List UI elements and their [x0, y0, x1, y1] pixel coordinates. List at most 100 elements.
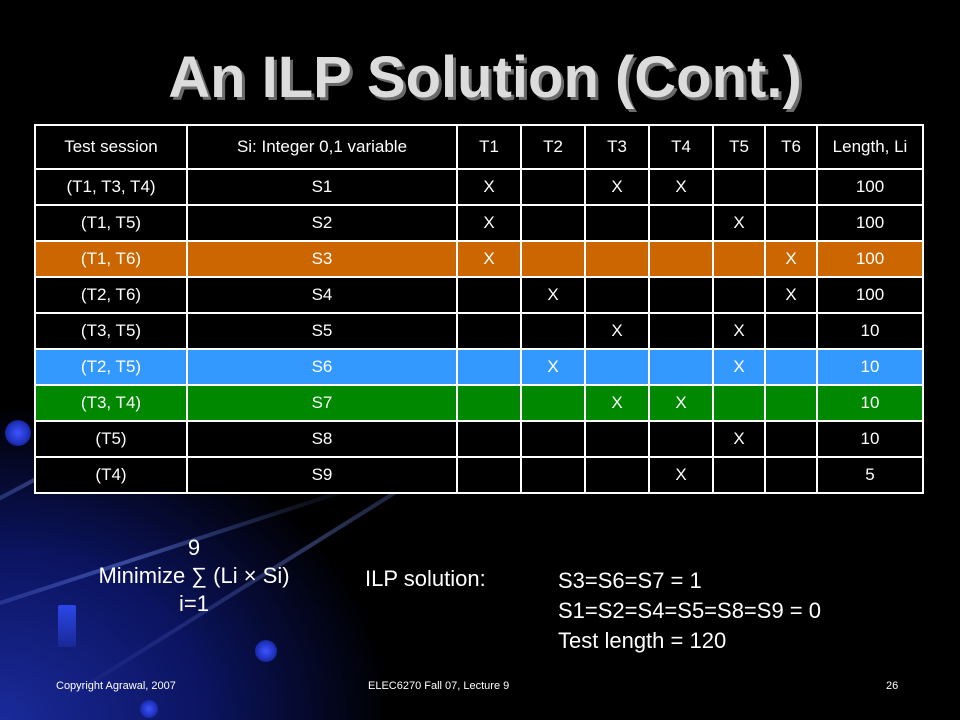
table-cell: S8: [186, 420, 458, 458]
header-test-session: Test session: [34, 124, 188, 170]
header-length: Length, Li: [816, 124, 924, 170]
objective-function: 9 Minimize ∑ (Li × Si) i=1: [80, 534, 308, 618]
ilp-solution-label: ILP solution:: [365, 566, 486, 591]
table-cell: [712, 276, 766, 314]
sum-lower-limit: i=1: [179, 591, 209, 616]
table-cell: 10: [816, 384, 924, 422]
table-cell: 10: [816, 348, 924, 386]
ilp-solution-values: S3=S6=S7 = 1 S1=S2=S4=S5=S8=S9 = 0 Test …: [558, 566, 821, 656]
table-row: (T1, T3, T4) S1 X X X 100: [34, 168, 924, 206]
table-cell: [648, 240, 714, 278]
table-cell: X: [456, 240, 522, 278]
table-cell: [456, 312, 522, 350]
table-row: (T1, T5) S2 X X 100: [34, 204, 924, 242]
solution-line: Test length = 120: [558, 628, 727, 653]
table-cell: 100: [816, 204, 924, 242]
header-t2: T2: [520, 124, 586, 170]
table-row: (T1, T6) S3 X X 100: [34, 240, 924, 278]
table-cell: (T4): [34, 456, 188, 494]
header-si-variable: Si: Integer 0,1 variable: [186, 124, 458, 170]
table-cell: [648, 276, 714, 314]
table-cell: [764, 384, 818, 422]
table-cell: [584, 276, 650, 314]
table-cell: S6: [186, 348, 458, 386]
table-cell: S1: [186, 168, 458, 206]
table-cell: X: [456, 168, 522, 206]
table-cell: X: [712, 420, 766, 458]
table-cell: (T1, T6): [34, 240, 188, 278]
header-t3: T3: [584, 124, 650, 170]
table-cell: X: [584, 168, 650, 206]
table-cell: [520, 420, 586, 458]
table-row: (T3, T4) S7 X X 10: [34, 384, 924, 422]
table-cell: [764, 312, 818, 350]
table-cell: (T3, T4): [34, 384, 188, 422]
table-cell: [520, 456, 586, 494]
table-cell: 100: [816, 276, 924, 314]
table-cell: 10: [816, 312, 924, 350]
table-cell: X: [584, 384, 650, 422]
table-cell: [456, 384, 522, 422]
table-cell: 100: [816, 168, 924, 206]
footer-copyright: Copyright Agrawal, 2007: [56, 680, 176, 692]
solution-line: S3=S6=S7 = 1: [558, 568, 702, 593]
table-cell: [764, 456, 818, 494]
table-cell: X: [764, 240, 818, 278]
table-cell: X: [712, 348, 766, 386]
table-cell: S5: [186, 312, 458, 350]
table-cell: X: [712, 204, 766, 242]
table-cell: [764, 420, 818, 458]
table-cell: 100: [816, 240, 924, 278]
footer-page-number: 26: [886, 680, 899, 692]
table-cell: (T1, T3, T4): [34, 168, 188, 206]
table-cell: [584, 204, 650, 242]
table-cell: (T5): [34, 420, 188, 458]
table-cell: X: [648, 168, 714, 206]
table-cell: 10: [816, 420, 924, 458]
table-cell: (T2, T5): [34, 348, 188, 386]
table-cell: X: [584, 312, 650, 350]
table-cell: S9: [186, 456, 458, 494]
solution-line: S1=S2=S4=S5=S8=S9 = 0: [558, 598, 822, 623]
table-cell: [712, 168, 766, 206]
decorative-block: [58, 605, 76, 647]
table-cell: [584, 456, 650, 494]
footer-course: ELEC6270 Fall 07, Lecture 9: [368, 680, 510, 692]
header-t5: T5: [712, 124, 766, 170]
table-cell: 5: [816, 456, 924, 494]
table-cell: [520, 204, 586, 242]
table-cell: [648, 312, 714, 350]
table-row: (T2, T6) S4 X X 100: [34, 276, 924, 314]
table-cell: [520, 384, 586, 422]
table-row: (T2, T5) S6 X X 10: [34, 348, 924, 386]
table-cell: X: [764, 276, 818, 314]
table-cell: [764, 348, 818, 386]
table-cell: (T2, T6): [34, 276, 188, 314]
table-cell: [712, 240, 766, 278]
table-header-row: Test session Si: Integer 0,1 variable T1…: [34, 124, 924, 170]
slide-title: An ILP Solution (Cont.): [168, 45, 802, 110]
table-cell: [712, 456, 766, 494]
table-cell: X: [648, 384, 714, 422]
sum-expression: Minimize ∑ (Li × Si): [98, 563, 290, 588]
table-cell: [456, 456, 522, 494]
table-cell: [648, 204, 714, 242]
table-cell: [584, 348, 650, 386]
header-t4: T4: [648, 124, 714, 170]
table-cell: [584, 420, 650, 458]
table-cell: [648, 420, 714, 458]
table-cell: [456, 420, 522, 458]
table-cell: S4: [186, 276, 458, 314]
header-t1: T1: [456, 124, 522, 170]
table-cell: [520, 168, 586, 206]
table-cell: S7: [186, 384, 458, 422]
table-cell: [520, 240, 586, 278]
table-cell: [764, 168, 818, 206]
sum-upper-limit: 9: [187, 535, 201, 560]
table-cell: [520, 312, 586, 350]
table-cell: [712, 384, 766, 422]
table-cell: S3: [186, 240, 458, 278]
table-cell: X: [520, 276, 586, 314]
decorative-orb: [140, 700, 158, 718]
table-cell: (T1, T5): [34, 204, 188, 242]
